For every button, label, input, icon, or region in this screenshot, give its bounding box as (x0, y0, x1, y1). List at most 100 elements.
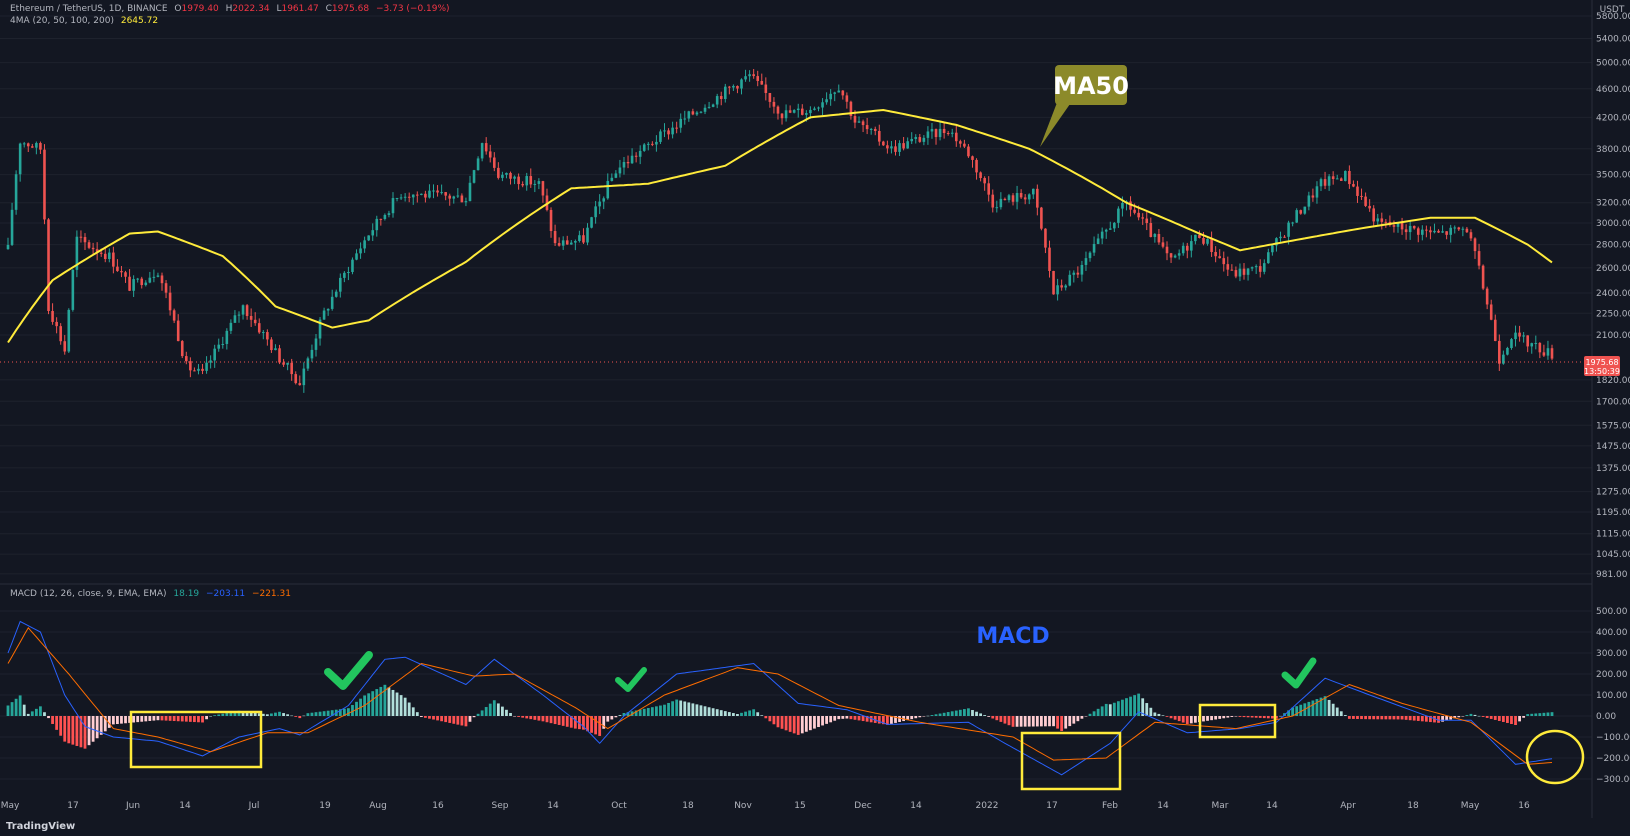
candle-body (1153, 234, 1157, 237)
histogram-bar (1546, 712, 1550, 716)
candle-body (298, 383, 302, 386)
ma-indicator-label[interactable]: 4MA (20, 50, 100, 200) (10, 16, 114, 26)
candle-body (217, 344, 221, 349)
candle-body (663, 130, 666, 132)
countdown-value: 13:50:39 (1584, 367, 1620, 376)
candle-body (63, 341, 67, 352)
symbol-name[interactable]: Ethereum / TetherUS, 1D, BINANCE (10, 4, 168, 14)
candle-body (464, 201, 468, 203)
histogram-bar (857, 716, 861, 721)
candle-body (906, 141, 909, 149)
candle-body (1550, 348, 1554, 359)
histogram-bar (1368, 716, 1372, 720)
histogram-bar (22, 704, 26, 716)
histogram-bar (744, 711, 747, 716)
histogram-bar (411, 707, 415, 716)
price-tick-label: 2250.00 (1596, 309, 1630, 319)
highlight-circle (1525, 729, 1585, 785)
histogram-bar (885, 716, 889, 725)
histogram-bar (282, 713, 285, 716)
histogram-bar (1372, 716, 1376, 720)
candle-body (792, 110, 796, 113)
histogram-bar (638, 709, 642, 716)
candle-body (922, 137, 926, 142)
candle-body (861, 121, 865, 126)
tradingview-logo[interactable]: TradingView (6, 821, 76, 832)
candle-body (578, 235, 581, 242)
candle-body (525, 176, 529, 186)
candle-body (18, 143, 22, 175)
histogram-bar (748, 710, 752, 716)
histogram-bar (1112, 702, 1116, 716)
axis-currency: USDT (1600, 5, 1625, 15)
candle-body (772, 101, 776, 107)
candle-body (1092, 243, 1096, 253)
histogram-bar (1214, 716, 1218, 720)
ma-legend: 4MA (20, 50, 100, 200) 2645.72 (10, 16, 162, 26)
histogram-bar (1356, 716, 1359, 720)
candle-body (1392, 225, 1396, 227)
histogram-bar (561, 716, 565, 726)
histogram-bar (1343, 715, 1347, 716)
histogram-bar (877, 716, 881, 724)
histogram-bar (671, 701, 675, 716)
candle-body (865, 125, 869, 130)
histogram-bar (249, 712, 253, 716)
time-axis[interactable]: May 17 Jun 14 Jul 19 Aug 16 Sep 14 Oct 18 Nov 15 Dec 14… (1, 801, 1530, 811)
candle-body (914, 137, 918, 139)
histogram-bar (371, 691, 375, 716)
candle-body (809, 109, 812, 114)
candle-body (1198, 234, 1201, 238)
histogram-bar (338, 709, 342, 716)
candle-body (371, 230, 375, 236)
histogram-bar (1104, 703, 1108, 716)
histogram-bar (1250, 716, 1254, 718)
histogram-bar (180, 716, 184, 722)
histogram-bar (950, 711, 954, 716)
candle-body (282, 362, 285, 365)
time-tick-label: May (1461, 801, 1480, 811)
histogram-bar (1181, 716, 1185, 723)
candle-body (1514, 332, 1517, 340)
histogram-bar (667, 702, 670, 716)
last-price-value: 1975.68 (1585, 358, 1618, 367)
price-axis[interactable]: 5800.00 5400.00 5000.00 4600.00 4200.00 3800.… (1596, 12, 1630, 580)
histogram-bar (314, 712, 318, 716)
macd-axis[interactable]: 500.00 400.00 300.00 200.00 100.00 0.00 −100.0… (1596, 607, 1630, 785)
candle-body (1445, 231, 1448, 235)
candle-body (1003, 198, 1007, 201)
candle-body (448, 195, 452, 199)
histogram-bar (618, 715, 622, 716)
candle-body (193, 370, 196, 372)
candle-body (347, 271, 350, 273)
candle-body (1113, 222, 1116, 229)
candle-body (189, 361, 192, 371)
histogram-bar (1011, 716, 1015, 727)
candle-body (796, 108, 800, 111)
macd-indicator-label[interactable]: MACD (12, 26, close, 9, EMA, EMA) (10, 589, 167, 599)
histogram-bar (569, 716, 573, 728)
candle-body (857, 121, 861, 123)
histogram-bar (679, 700, 683, 716)
highlight-box (1020, 731, 1122, 791)
candle-body (322, 310, 326, 320)
histogram-bar (521, 716, 525, 718)
candle-body (132, 279, 135, 291)
candle-body (1477, 251, 1481, 266)
histogram-bar (894, 716, 897, 723)
histogram-bar (533, 716, 537, 720)
candle-body (983, 178, 986, 184)
histogram-bar (1092, 711, 1096, 716)
histogram-bar (1230, 716, 1234, 717)
candle-body (339, 277, 342, 292)
candle-body (59, 326, 62, 342)
histogram-bar (1493, 716, 1497, 720)
histogram-bar (221, 713, 225, 716)
candle-body (602, 198, 606, 202)
candle-body (1011, 195, 1015, 202)
candle-body (683, 118, 687, 120)
histogram-bar (253, 712, 257, 716)
histogram-bar (1048, 716, 1051, 727)
histogram-bar (804, 716, 808, 732)
